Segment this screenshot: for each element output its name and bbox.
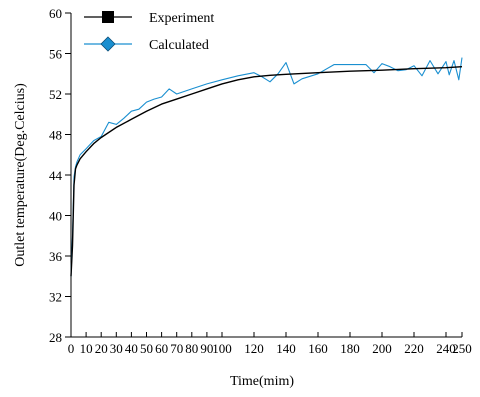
x-tick-label: 90	[200, 341, 213, 356]
legend: Experiment Calculated	[84, 11, 214, 53]
x-tick-label: 30	[110, 341, 123, 356]
x-tick-label: 250	[452, 341, 472, 356]
x-tick-label: 120	[244, 341, 264, 356]
x-tick-label: 40	[125, 341, 138, 356]
x-tick-label: 80	[185, 341, 198, 356]
series-layer	[70, 57, 463, 277]
legend-marker-diamond	[100, 36, 116, 52]
x-tick-label: 70	[170, 341, 183, 356]
plot-frame	[70, 13, 462, 338]
legend-label-experiment: Experiment	[149, 11, 214, 26]
y-tick-label: 36	[49, 249, 63, 264]
series-line-calculated	[70, 57, 463, 277]
y-tick-label: 44	[49, 168, 63, 183]
y-tick-label: 32	[49, 290, 62, 305]
x-tick-label: 200	[372, 341, 392, 356]
x-tick-label: 100	[212, 341, 232, 356]
x-tick-label: 140	[276, 341, 296, 356]
x-axis-title: Time(mim)	[230, 374, 294, 389]
y-tick-label: 52	[49, 87, 62, 102]
x-tick-label: 240	[436, 341, 456, 356]
series-line-experiment	[70, 66, 463, 277]
x-tick-label: 60	[155, 341, 168, 356]
y-tick-label: 40	[49, 209, 62, 224]
x-tick-label: 10	[80, 341, 93, 356]
y-tick-label: 56	[49, 47, 63, 62]
x-tick-label: 160	[308, 341, 328, 356]
x-tick-label: 50	[140, 341, 153, 356]
x-tick-label: 20	[95, 341, 108, 356]
y-axis: 28 32 36 40 44 48 52 56 60	[49, 6, 71, 345]
y-tick-label: 48	[49, 128, 62, 143]
y-axis-title: Outlet temperature(Deg.Celcius)	[13, 83, 28, 267]
y-tick-label: 60	[49, 6, 62, 21]
legend-label-calculated: Calculated	[149, 38, 209, 53]
x-tick-label: 180	[340, 341, 360, 356]
y-tick-label: 28	[49, 330, 62, 345]
x-tick-label: 220	[404, 341, 424, 356]
x-tick-label: 0	[68, 341, 75, 356]
legend-marker-square	[102, 11, 114, 23]
